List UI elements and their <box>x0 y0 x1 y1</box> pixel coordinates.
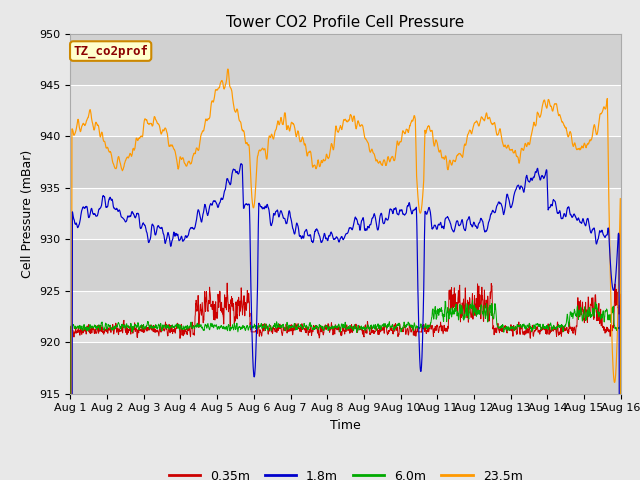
Bar <box>70 342 621 394</box>
Bar <box>70 136 621 188</box>
Title: Tower CO2 Profile Cell Pressure: Tower CO2 Profile Cell Pressure <box>227 15 465 30</box>
X-axis label: Time: Time <box>330 419 361 432</box>
Text: TZ_co2prof: TZ_co2prof <box>73 44 148 58</box>
Bar <box>70 240 621 291</box>
Y-axis label: Cell Pressure (mBar): Cell Pressure (mBar) <box>21 149 34 278</box>
Bar <box>70 34 621 85</box>
Legend: 0.35m, 1.8m, 6.0m, 23.5m: 0.35m, 1.8m, 6.0m, 23.5m <box>164 465 527 480</box>
